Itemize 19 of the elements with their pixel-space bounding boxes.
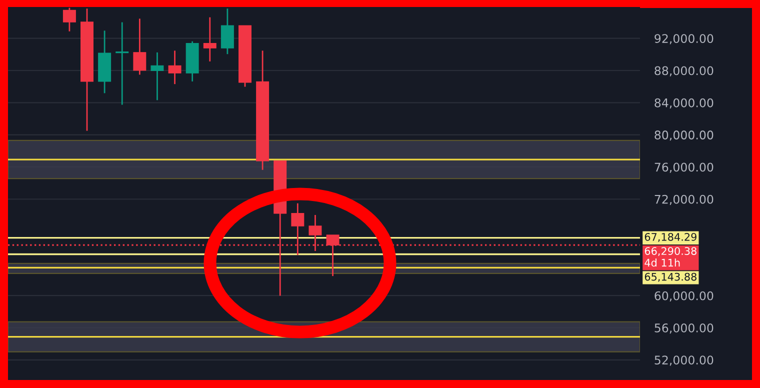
candlestick xyxy=(220,8,234,55)
candlestick xyxy=(168,50,182,85)
y-tick-label: 52,000.00 xyxy=(654,356,714,366)
y-tick-label: 88,000.00 xyxy=(654,66,714,76)
candlestick xyxy=(203,16,216,62)
ref-line-label: 67,184.29 xyxy=(644,232,696,242)
ref-line-label: 65,143.88 xyxy=(644,272,696,282)
y-tick-label: 56,000.00 xyxy=(654,323,714,334)
y-tick-label: 76,000.00 xyxy=(654,162,714,173)
candlestick xyxy=(62,7,76,32)
y-tick-label: 84,000.00 xyxy=(654,98,714,109)
candlestick xyxy=(150,52,164,101)
y-tick-label: 92,000.00 xyxy=(654,34,714,44)
y-tick-label: 60,000.00 xyxy=(654,291,714,302)
candlestick xyxy=(133,18,146,76)
ref-line-label: 66,290.38 4d 11h xyxy=(644,247,696,267)
candlestick xyxy=(116,22,129,106)
y-tick-label: 72,000.00 xyxy=(654,194,714,205)
y-tick-label: 80,000.00 xyxy=(654,130,714,141)
